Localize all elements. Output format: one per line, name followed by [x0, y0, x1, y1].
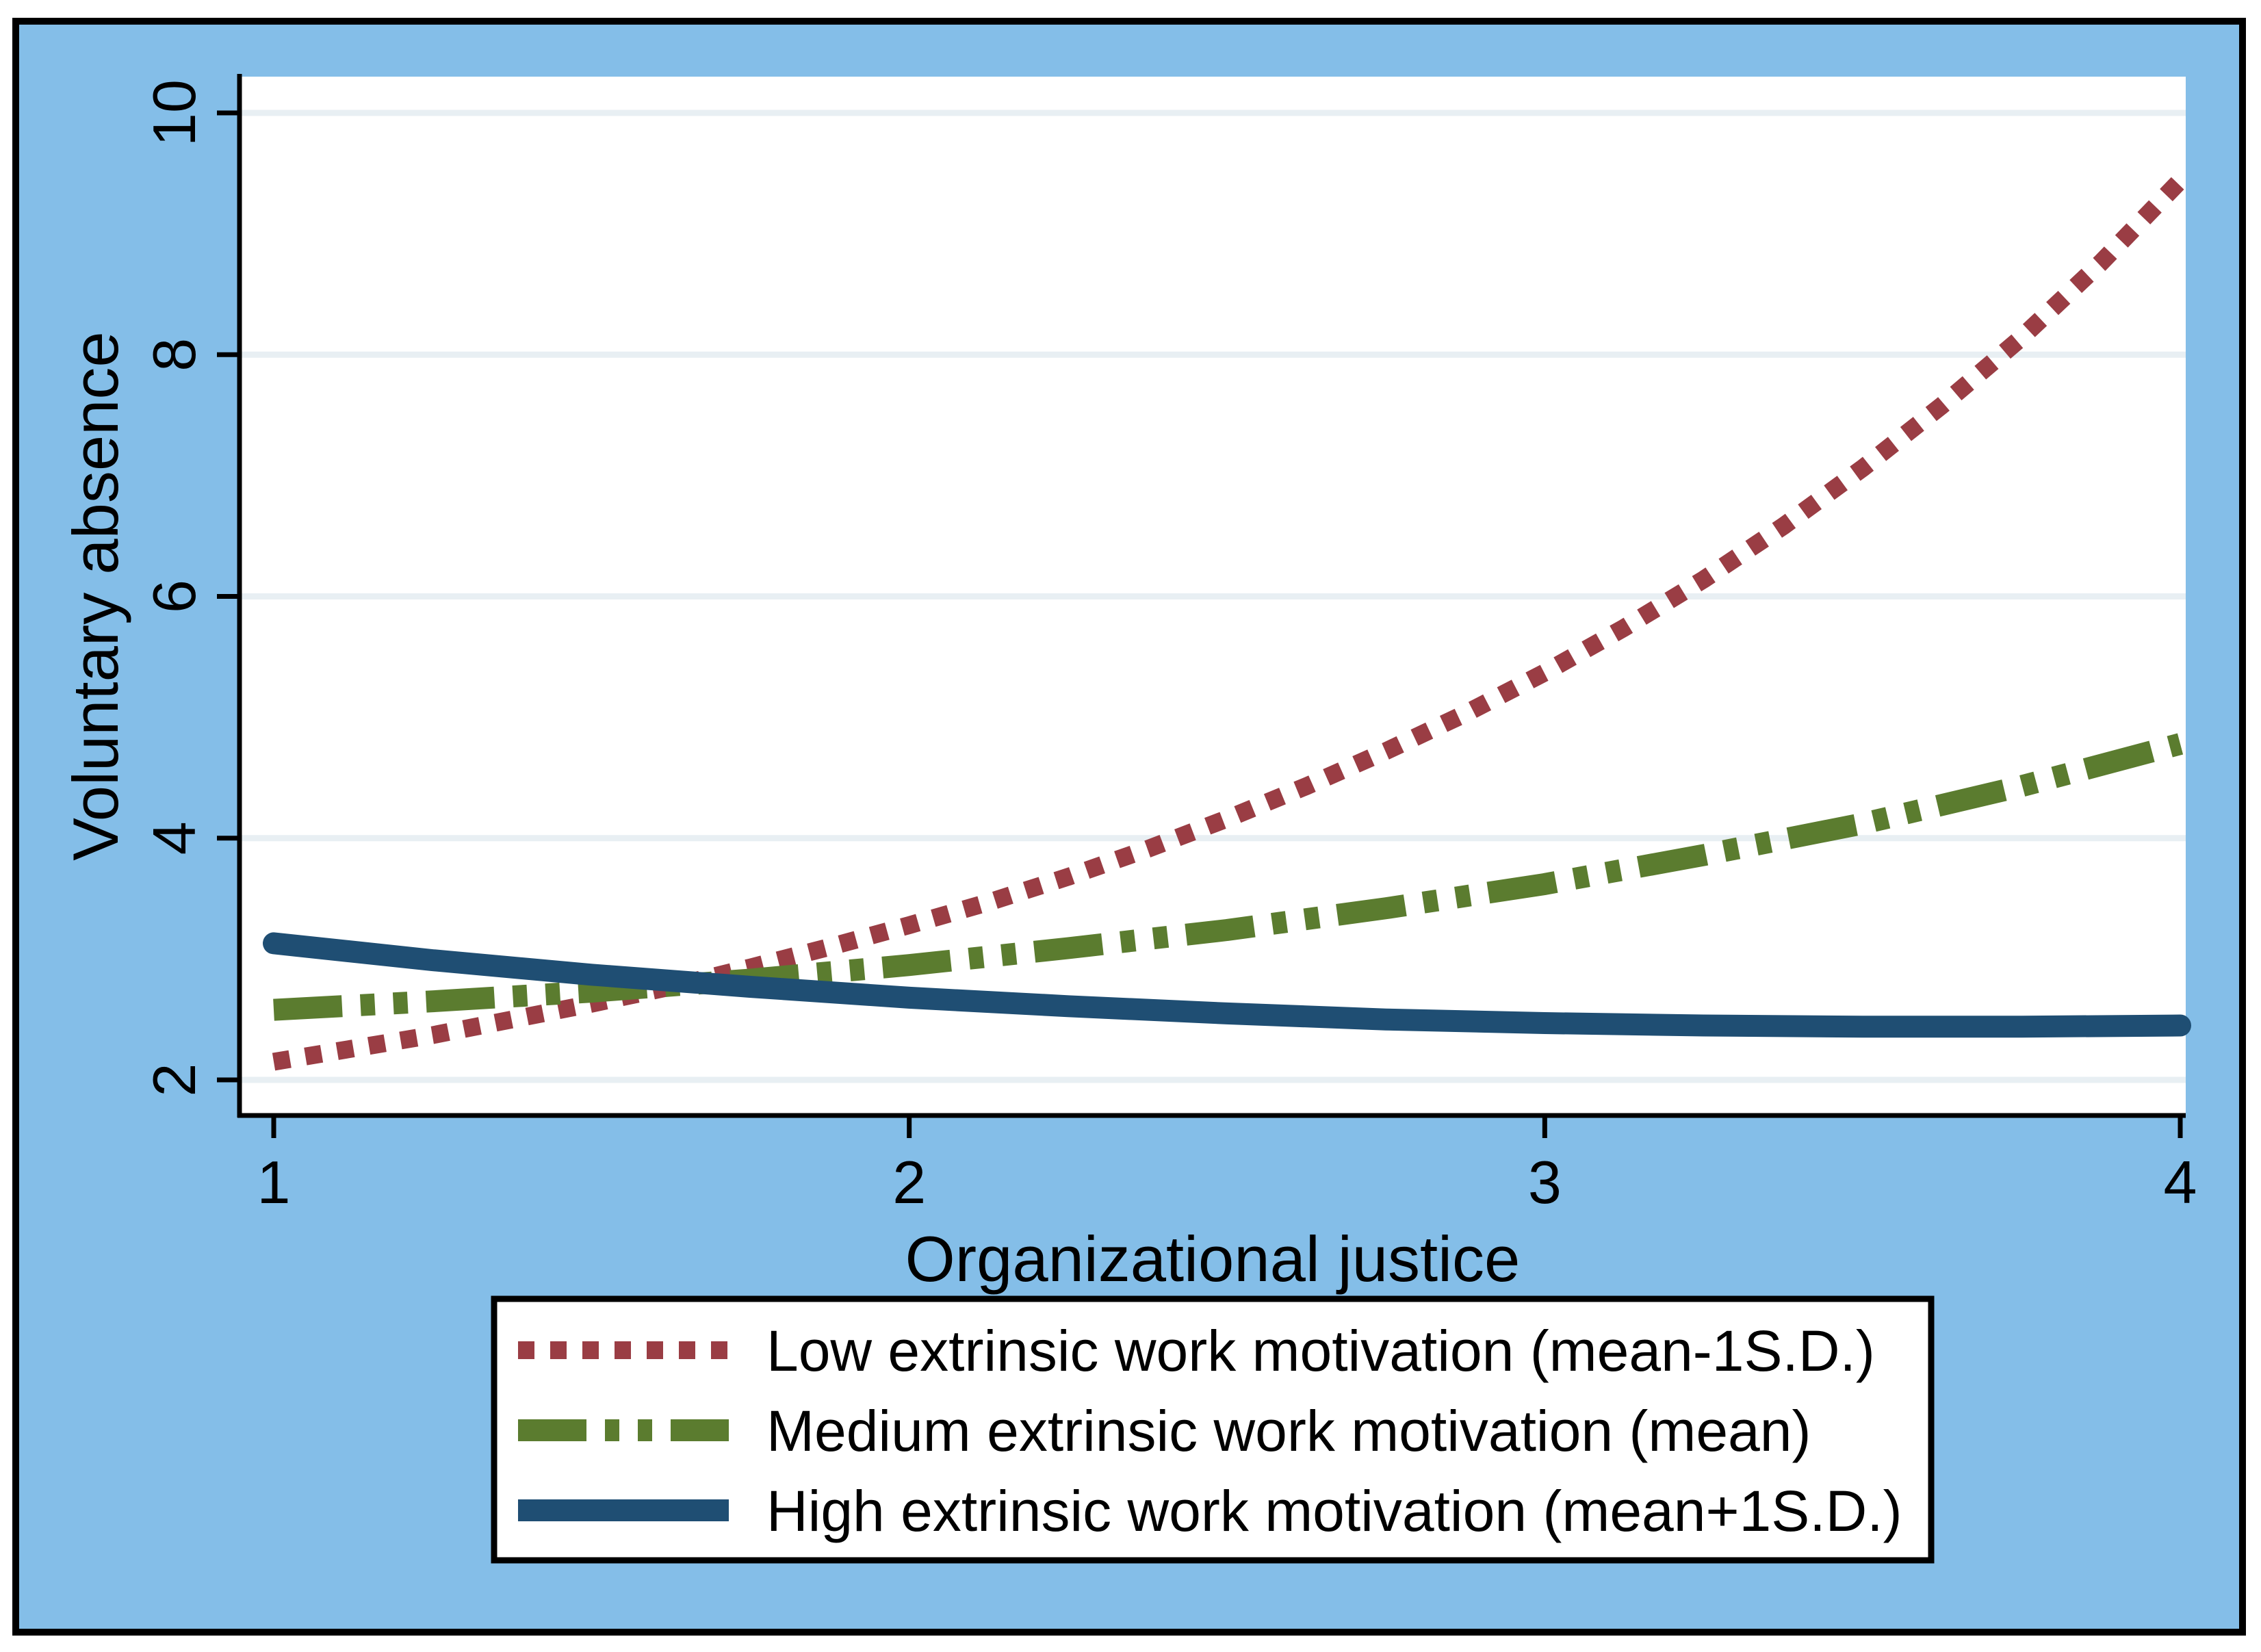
- x-axis-title: Organizational justice: [905, 1223, 1521, 1295]
- series-curves: [263, 174, 2191, 1071]
- x-tick-label-1: 1: [257, 1148, 291, 1216]
- series-line-medium: [273, 733, 2184, 1021]
- y-tick-label-2: 2: [140, 1063, 208, 1097]
- series-line-low: [272, 174, 2187, 1071]
- x-axis-ticks: 1 2 3 4: [257, 1115, 2197, 1216]
- y-tick-label-4: 4: [140, 821, 208, 855]
- legend-label-high: High extrinsic work motivation (mean+1S.…: [766, 1479, 1902, 1543]
- x-tick-label-3: 3: [1528, 1148, 1562, 1216]
- series-line-high: [263, 932, 2191, 1038]
- gridlines: [240, 109, 2186, 1083]
- legend-box: [491, 1295, 1935, 1564]
- y-axis-ticks: 2 4 6 8 10: [140, 79, 240, 1096]
- x-tick-label-4: 4: [2164, 1148, 2197, 1216]
- y-tick-label-8: 8: [140, 338, 208, 372]
- legend: Low extrinsic work motivation (mean-1S.D…: [491, 1295, 1935, 1564]
- y-tick-label-6: 6: [140, 580, 208, 613]
- y-axis-title: Voluntary absence: [60, 331, 131, 860]
- legend-label-low: Low extrinsic work motivation (mean-1S.D…: [766, 1319, 1875, 1383]
- x-tick-label-2: 2: [892, 1148, 926, 1216]
- y-tick-label-10: 10: [140, 79, 208, 146]
- legend-label-medium: Medium extrinsic work motivation (mean): [766, 1399, 1811, 1463]
